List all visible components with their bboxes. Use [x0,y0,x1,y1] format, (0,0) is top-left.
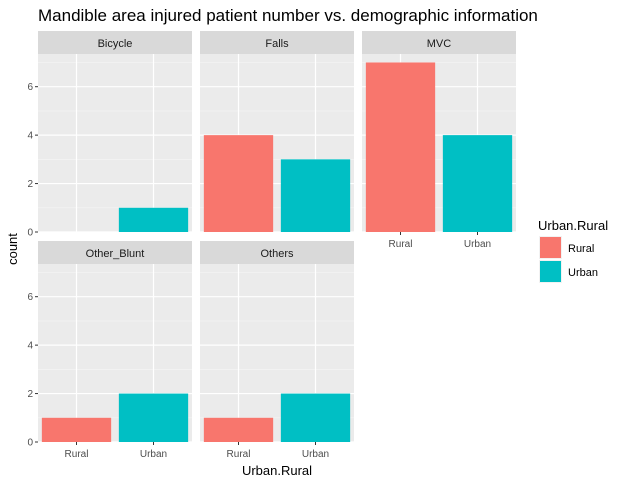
facet-strip [200,31,354,54]
y-tick-label: 0 [27,438,33,449]
legend-swatch-urban [540,261,561,282]
x-tick-label: Urban [140,449,167,460]
y-tick-label: 2 [27,179,33,190]
legend-label-rural: Rural [568,243,594,255]
bar-urban [442,135,513,232]
panel-background [38,54,192,232]
facet-panel-bicycle: Bicycle 0 2 4 6 [27,31,192,239]
x-axis-label: Urban.Rural [242,463,312,478]
y-tick-label: 4 [27,341,33,352]
bar-rural [365,62,436,232]
x-tick-label: Rural [65,449,89,460]
facet-strip-label: Bicycle [98,38,133,50]
x-tick-label: Rural [389,239,413,250]
facet-strip [362,31,516,54]
facet-strip-label: Others [260,248,294,260]
facet-strip [200,241,354,264]
bar-urban [280,159,351,232]
y-tick-label: 6 [27,292,33,303]
legend-label-urban: Urban [568,267,598,279]
facet-strip-label: MVC [427,38,452,50]
legend-title: Urban.Rural [538,218,608,233]
bar-rural [203,135,274,232]
facet-panel-other-blunt: Other_Blunt 0 2 4 6 Rural Urban [27,241,192,460]
facet-strip-label: Other_Blunt [86,248,145,260]
y-tick-label: 4 [27,131,33,142]
chart-title: Mandible area injured patient number vs.… [38,6,538,25]
x-tick-label: Urban [464,239,491,250]
facet-strip [38,31,192,54]
y-tick-label: 0 [27,228,33,239]
x-tick-label: Urban [302,449,329,460]
y-tick-label: 2 [27,389,33,400]
facet-panel-falls: Falls [200,31,354,233]
legend: Urban.Rural Rural Urban [538,218,608,283]
y-axis-label: count [5,233,20,265]
bar-urban [118,393,189,442]
facet-panel-mvc: MVC Rural Urban [362,31,516,250]
facet-strip [38,241,192,264]
bar-urban [280,393,351,442]
bar-rural [41,417,112,442]
x-tick-label: Rural [227,449,251,460]
y-tick-label: 6 [27,82,33,93]
bar-urban [118,207,189,232]
bar-rural [203,417,274,442]
legend-swatch-rural [540,237,561,258]
facet-panel-others: Others Rural Urban [200,241,354,460]
facet-strip-label: Falls [265,38,289,50]
